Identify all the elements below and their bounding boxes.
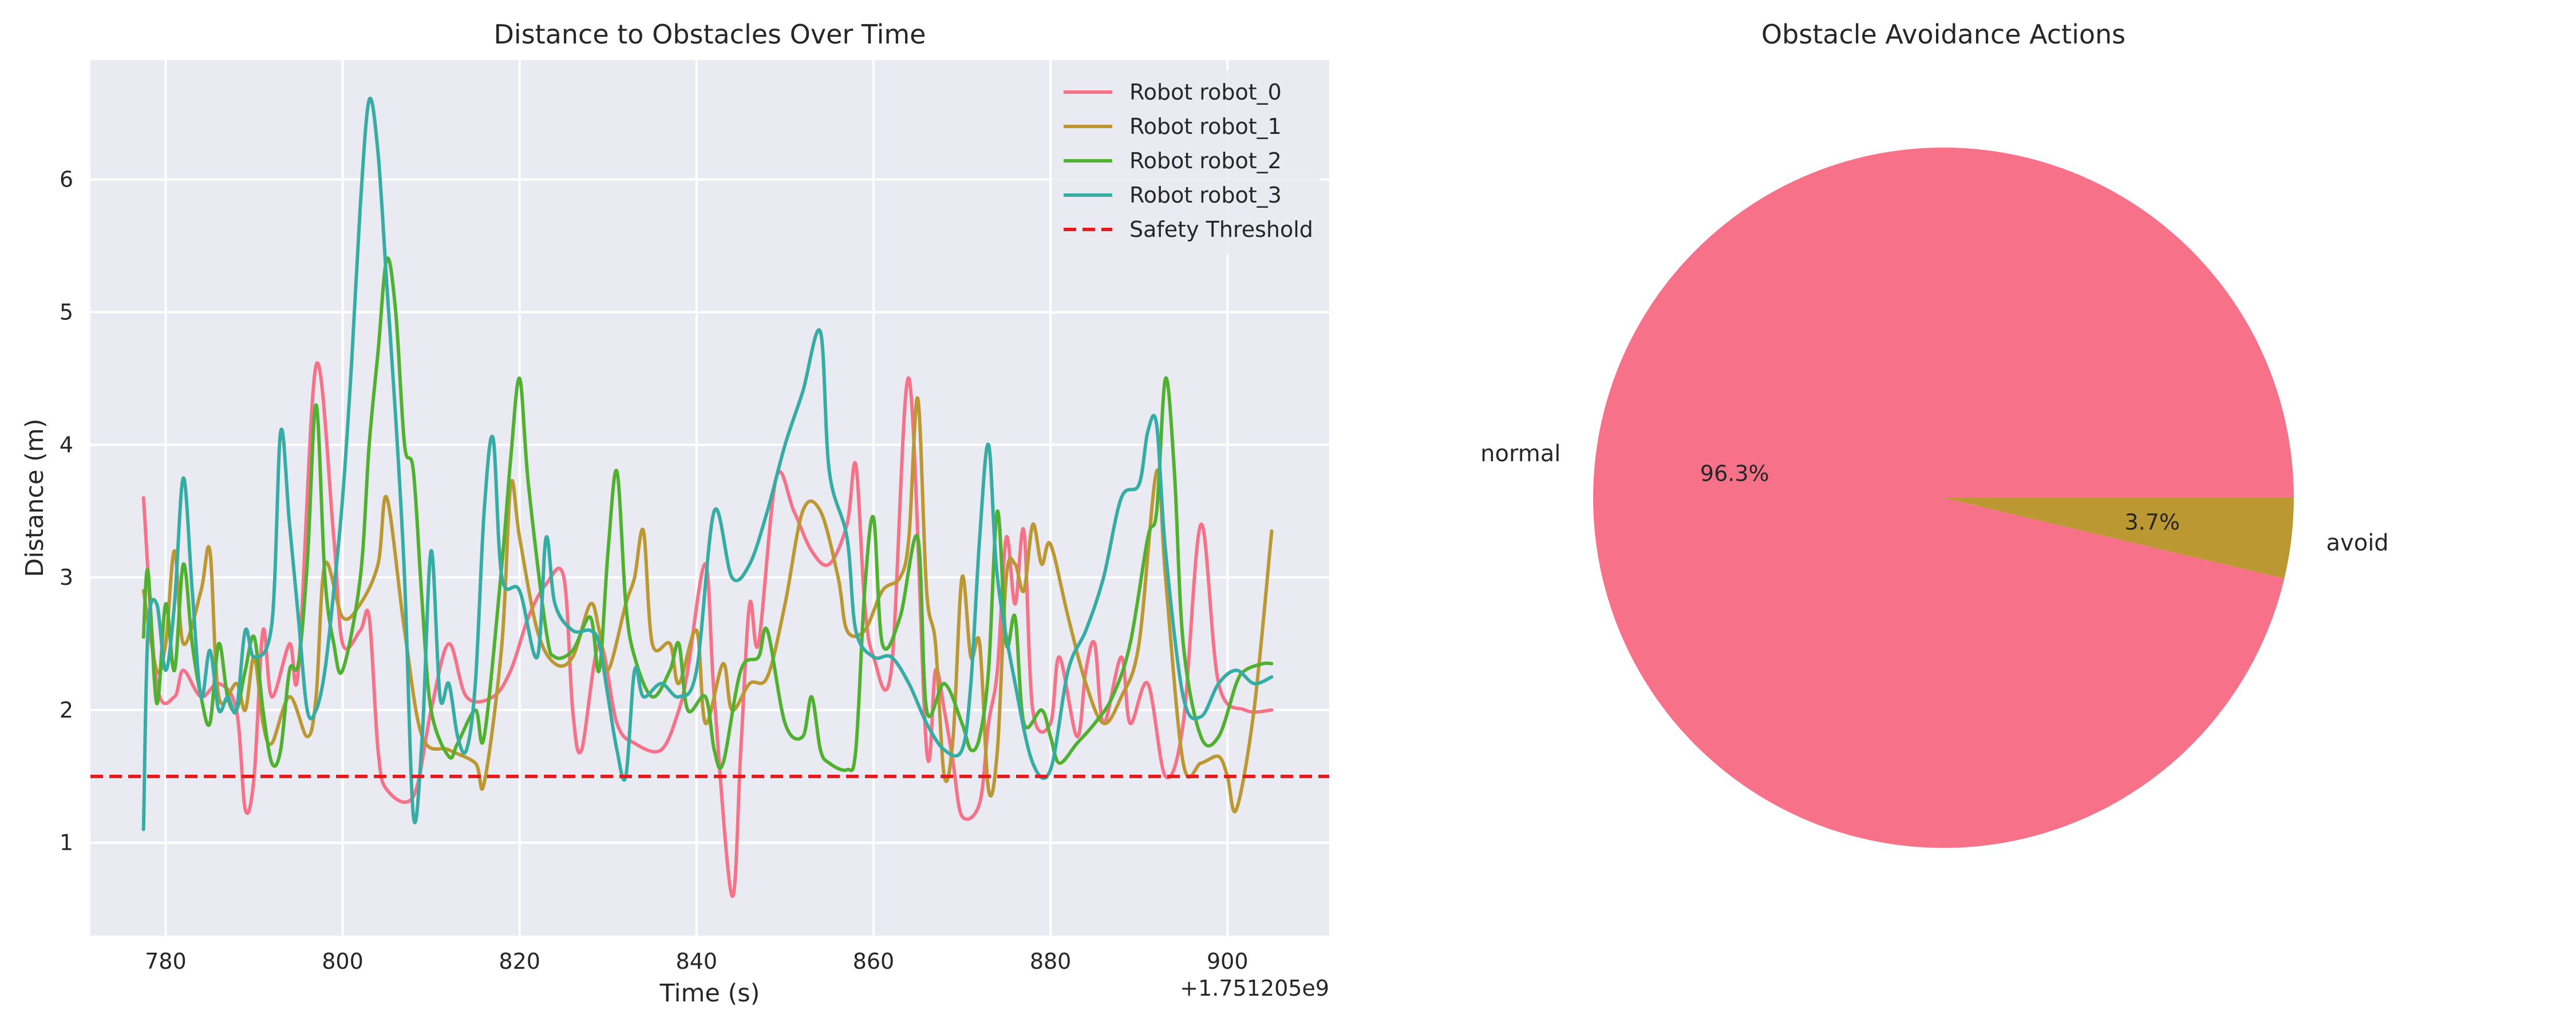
y-tick-label: 4: [60, 432, 73, 457]
x-tick-label: 900: [1207, 949, 1249, 974]
y-axis-label: Distance (m): [21, 418, 49, 577]
legend-label: Robot robot_0: [1129, 80, 1282, 105]
line-chart-title: Distance to Obstacles Over Time: [494, 19, 926, 50]
x-tick-label: 780: [145, 949, 187, 974]
y-tick-label: 5: [60, 299, 73, 324]
y-tick-label: 2: [60, 698, 73, 723]
pie-percent-label: 96.3%: [1700, 461, 1769, 486]
x-axis-label: Time (s): [659, 979, 760, 1008]
pie-percent-label: 3.7%: [2124, 510, 2180, 535]
x-tick-label: 820: [499, 949, 540, 974]
legend-label: Robot robot_1: [1129, 114, 1282, 139]
pie-chart: Obstacle Avoidance Actions normal 96.3% av…: [1480, 19, 2389, 848]
x-axis-offset-label: +1.751205e9: [1180, 976, 1329, 1001]
legend-label: Robot robot_2: [1129, 148, 1282, 173]
x-tick-label: 880: [1030, 949, 1072, 974]
pie-chart-title: Obstacle Avoidance Actions: [1761, 19, 2125, 50]
series-line-robot-robot_1: [141, 396, 1274, 814]
y-tick-label: 3: [60, 565, 73, 590]
legend-label: Safety Threshold: [1129, 217, 1313, 242]
line-chart: 780 800 820 840 860 880 900 1 2 3 4 5 6 Distance to…: [21, 19, 1329, 1008]
pie-slices: normal 96.3% avoid 3.7%: [1480, 147, 2389, 848]
pie-label: normal: [1480, 441, 1560, 467]
x-tick-label: 840: [676, 949, 718, 974]
series-line-robot-robot_0: [141, 361, 1274, 898]
series-layer: [90, 97, 1329, 898]
legend-label: Robot robot_3: [1129, 183, 1282, 208]
y-tick-label: 1: [60, 830, 73, 855]
x-tick-label: 800: [322, 949, 364, 974]
y-axis-ticks: 1 2 3 4 5 6: [60, 167, 73, 855]
y-tick-label: 6: [60, 167, 73, 192]
grid-lines: [90, 60, 1329, 936]
legend: Robot robot_0 Robot robot_1 Robot robot_2 R…: [1052, 70, 1319, 255]
pie-slice-avoid: [1943, 498, 2294, 579]
pie-slice-normal: [1593, 147, 2294, 848]
series-line-robot-robot_3: [141, 97, 1274, 831]
x-axis-ticks: 780 800 820 840 860 880 900: [145, 949, 1248, 974]
x-tick-label: 860: [853, 949, 895, 974]
pie-label: avoid: [2326, 530, 2389, 556]
legend-box: [1052, 70, 1319, 255]
